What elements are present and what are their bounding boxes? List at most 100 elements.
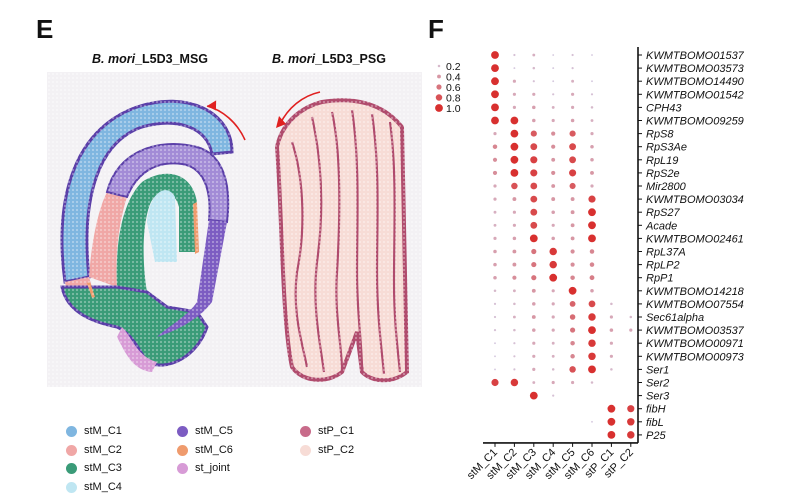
gene-label: Mir2800	[646, 181, 687, 193]
legend-value: 0.4	[446, 72, 461, 84]
dot-kwmtbomo07554-stm-c1	[493, 302, 497, 305]
gene-label: KWMTBOMO01537	[646, 50, 745, 62]
dot-cph43-stm-c2	[512, 105, 516, 109]
legend-swatch-stm-c1	[66, 425, 77, 437]
dot-kwmtbomo00971-stp-c1	[609, 341, 613, 345]
dot-mir2800-stm-c1	[493, 184, 497, 188]
dot-ser3-stm-c4	[552, 394, 555, 397]
dot-rpl19-stm-c3	[530, 156, 538, 164]
dot-kwmtbomo02461-stm-c1	[493, 236, 497, 240]
dot-fibl-stp-c1	[607, 417, 616, 426]
gene-label: CPH43	[646, 102, 682, 114]
dot-rpp1-stm-c6	[589, 275, 595, 281]
dot-rps3ae-stm-c4	[551, 144, 556, 149]
psg-title: B. mori_L5D3_PSG	[272, 52, 386, 66]
dot-kwmtbomo14490-stm-c6	[591, 80, 593, 83]
dot-rplp2-stm-c6	[589, 262, 595, 267]
dot-rps3ae-stm-c1	[492, 144, 498, 149]
dot-acade-stm-c1	[493, 223, 497, 227]
legend-value: 0.2	[446, 61, 461, 73]
dot-kwmtbomo03537-stm-c2	[513, 328, 516, 332]
dot-kwmtbomo00971-stm-c2	[513, 342, 516, 345]
gene-label: KWMTBOMO01542	[646, 89, 744, 101]
dot-kwmtbomo14490-stm-c4	[552, 80, 555, 83]
dot-rps2e-stm-c2	[510, 169, 519, 177]
legend-item-stp-c1: stP_C1	[300, 425, 354, 437]
dot-ser2-stm-c3	[532, 381, 536, 384]
dot-rplp2-stm-c3	[531, 262, 537, 268]
dot-ser1-stm-c4	[551, 368, 555, 371]
dot-rps8-stm-c1	[493, 132, 497, 136]
dot-kwmtbomo14218-stm-c6	[590, 289, 594, 293]
dot-kwmtbomo03034-stm-c3	[530, 195, 538, 203]
gene-label: KWMTBOMO07554	[646, 299, 744, 311]
gene-label: Ser3	[646, 391, 670, 403]
dot-kwmtbomo02461-stm-c5	[570, 236, 575, 241]
dot-kwmtbomo01542-stm-c5	[571, 92, 575, 96]
dot-acade-stm-c4	[551, 223, 555, 227]
gene-label: Sec61alpha	[646, 312, 704, 324]
legend-item-stm-c4: stM_C4	[66, 481, 122, 493]
dot-rpp1-stm-c4	[549, 273, 558, 282]
dot-mir2800-stm-c4	[551, 184, 556, 188]
dot-rps8-stm-c6	[590, 132, 594, 136]
dot-kwmtbomo03537-stp-c1	[609, 328, 614, 332]
dot-kwmtbomo00973-stm-c6	[588, 352, 596, 361]
dot-fibh-stp-c2	[627, 405, 635, 413]
dot-kwmtbomo09259-stm-c2	[510, 116, 519, 125]
dot-kwmtbomo14218-stm-c2	[512, 289, 516, 293]
msg-tissue-image	[47, 72, 262, 387]
gene-label: RpL37A	[646, 247, 686, 259]
dot-kwmtbomo02461-stm-c3	[529, 234, 538, 243]
dot-kwmtbomo03034-stm-c1	[493, 197, 497, 201]
dot-kwmtbomo01537-stm-c2	[513, 53, 516, 57]
dot-kwmtbomo14490-stm-c5	[571, 79, 575, 83]
legend-value: 1.0	[446, 103, 461, 115]
gene-label: Ser2	[646, 378, 669, 390]
dot-rplp2-stm-c5	[570, 262, 575, 267]
dot-rps27-stm-c2	[512, 210, 516, 214]
dot-kwmtbomo01537-stm-c4	[552, 54, 555, 56]
legend-label: stP_C1	[318, 425, 355, 437]
legend-item-stp-c2: stP_C2	[300, 444, 354, 456]
legend-swatch-stm-c5	[177, 425, 188, 437]
legend-item-stm-c2: stM_C2	[66, 444, 122, 456]
dot-ser1-stp-c1	[610, 368, 613, 371]
dot-acade-stm-c3	[530, 221, 538, 229]
dot-kwmtbomo14490-stm-c1	[491, 77, 499, 86]
dot-kwmtbomo03537-stm-c4	[551, 328, 555, 332]
dot-fibl-stp-c2	[627, 418, 635, 426]
legend-dot-0.6	[436, 84, 442, 90]
dot-rpl19-stm-c2	[510, 155, 519, 164]
dot-kwmtbomo00971-stm-c4	[551, 341, 555, 345]
panel-letter-f: F	[428, 14, 444, 44]
dot-kwmtbomo01542-stm-c3	[532, 92, 536, 96]
gene-label: Acade	[645, 220, 677, 232]
dot-mir2800-stm-c3	[530, 182, 538, 190]
dot-kwmtbomo02461-stm-c2	[512, 236, 517, 241]
legend-label: stM_C3	[84, 462, 122, 474]
msg-species: B. mori	[92, 52, 136, 66]
dot-kwmtbomo14490-stm-c2	[512, 79, 516, 83]
dot-kwmtbomo07554-stm-c3	[532, 302, 536, 306]
psg-species: B. mori	[272, 52, 316, 66]
legend-swatch-stm-c6	[177, 444, 188, 456]
dot-kwmtbomo01537-stm-c1	[491, 51, 499, 59]
dot-rpl37a-stm-c6	[589, 249, 595, 254]
dot-kwmtbomo00971-stm-c5	[570, 340, 575, 346]
dot-ser1-stm-c2	[513, 368, 516, 371]
dot-kwmtbomo01542-stm-c4	[552, 93, 555, 96]
dot-kwmtbomo00971-stm-c3	[532, 341, 536, 345]
dot-kwmtbomo14218-stm-c4	[551, 289, 555, 293]
dot-ser2-stm-c6	[590, 381, 594, 384]
gene-label: KWMTBOMO14218	[646, 286, 745, 298]
dot-ser1-stm-c3	[532, 367, 536, 371]
dot-kwmtbomo14218-stm-c1	[493, 289, 497, 293]
legend-swatch-stm-c2	[66, 444, 77, 456]
dot-rps2e-stm-c4	[551, 170, 556, 175]
dot-rpl37a-stm-c5	[570, 249, 575, 254]
dot-kwmtbomo09259-stm-c6	[590, 119, 594, 122]
gene-label: KWMTBOMO14490	[646, 76, 745, 88]
legend-value: 0.6	[446, 82, 461, 94]
